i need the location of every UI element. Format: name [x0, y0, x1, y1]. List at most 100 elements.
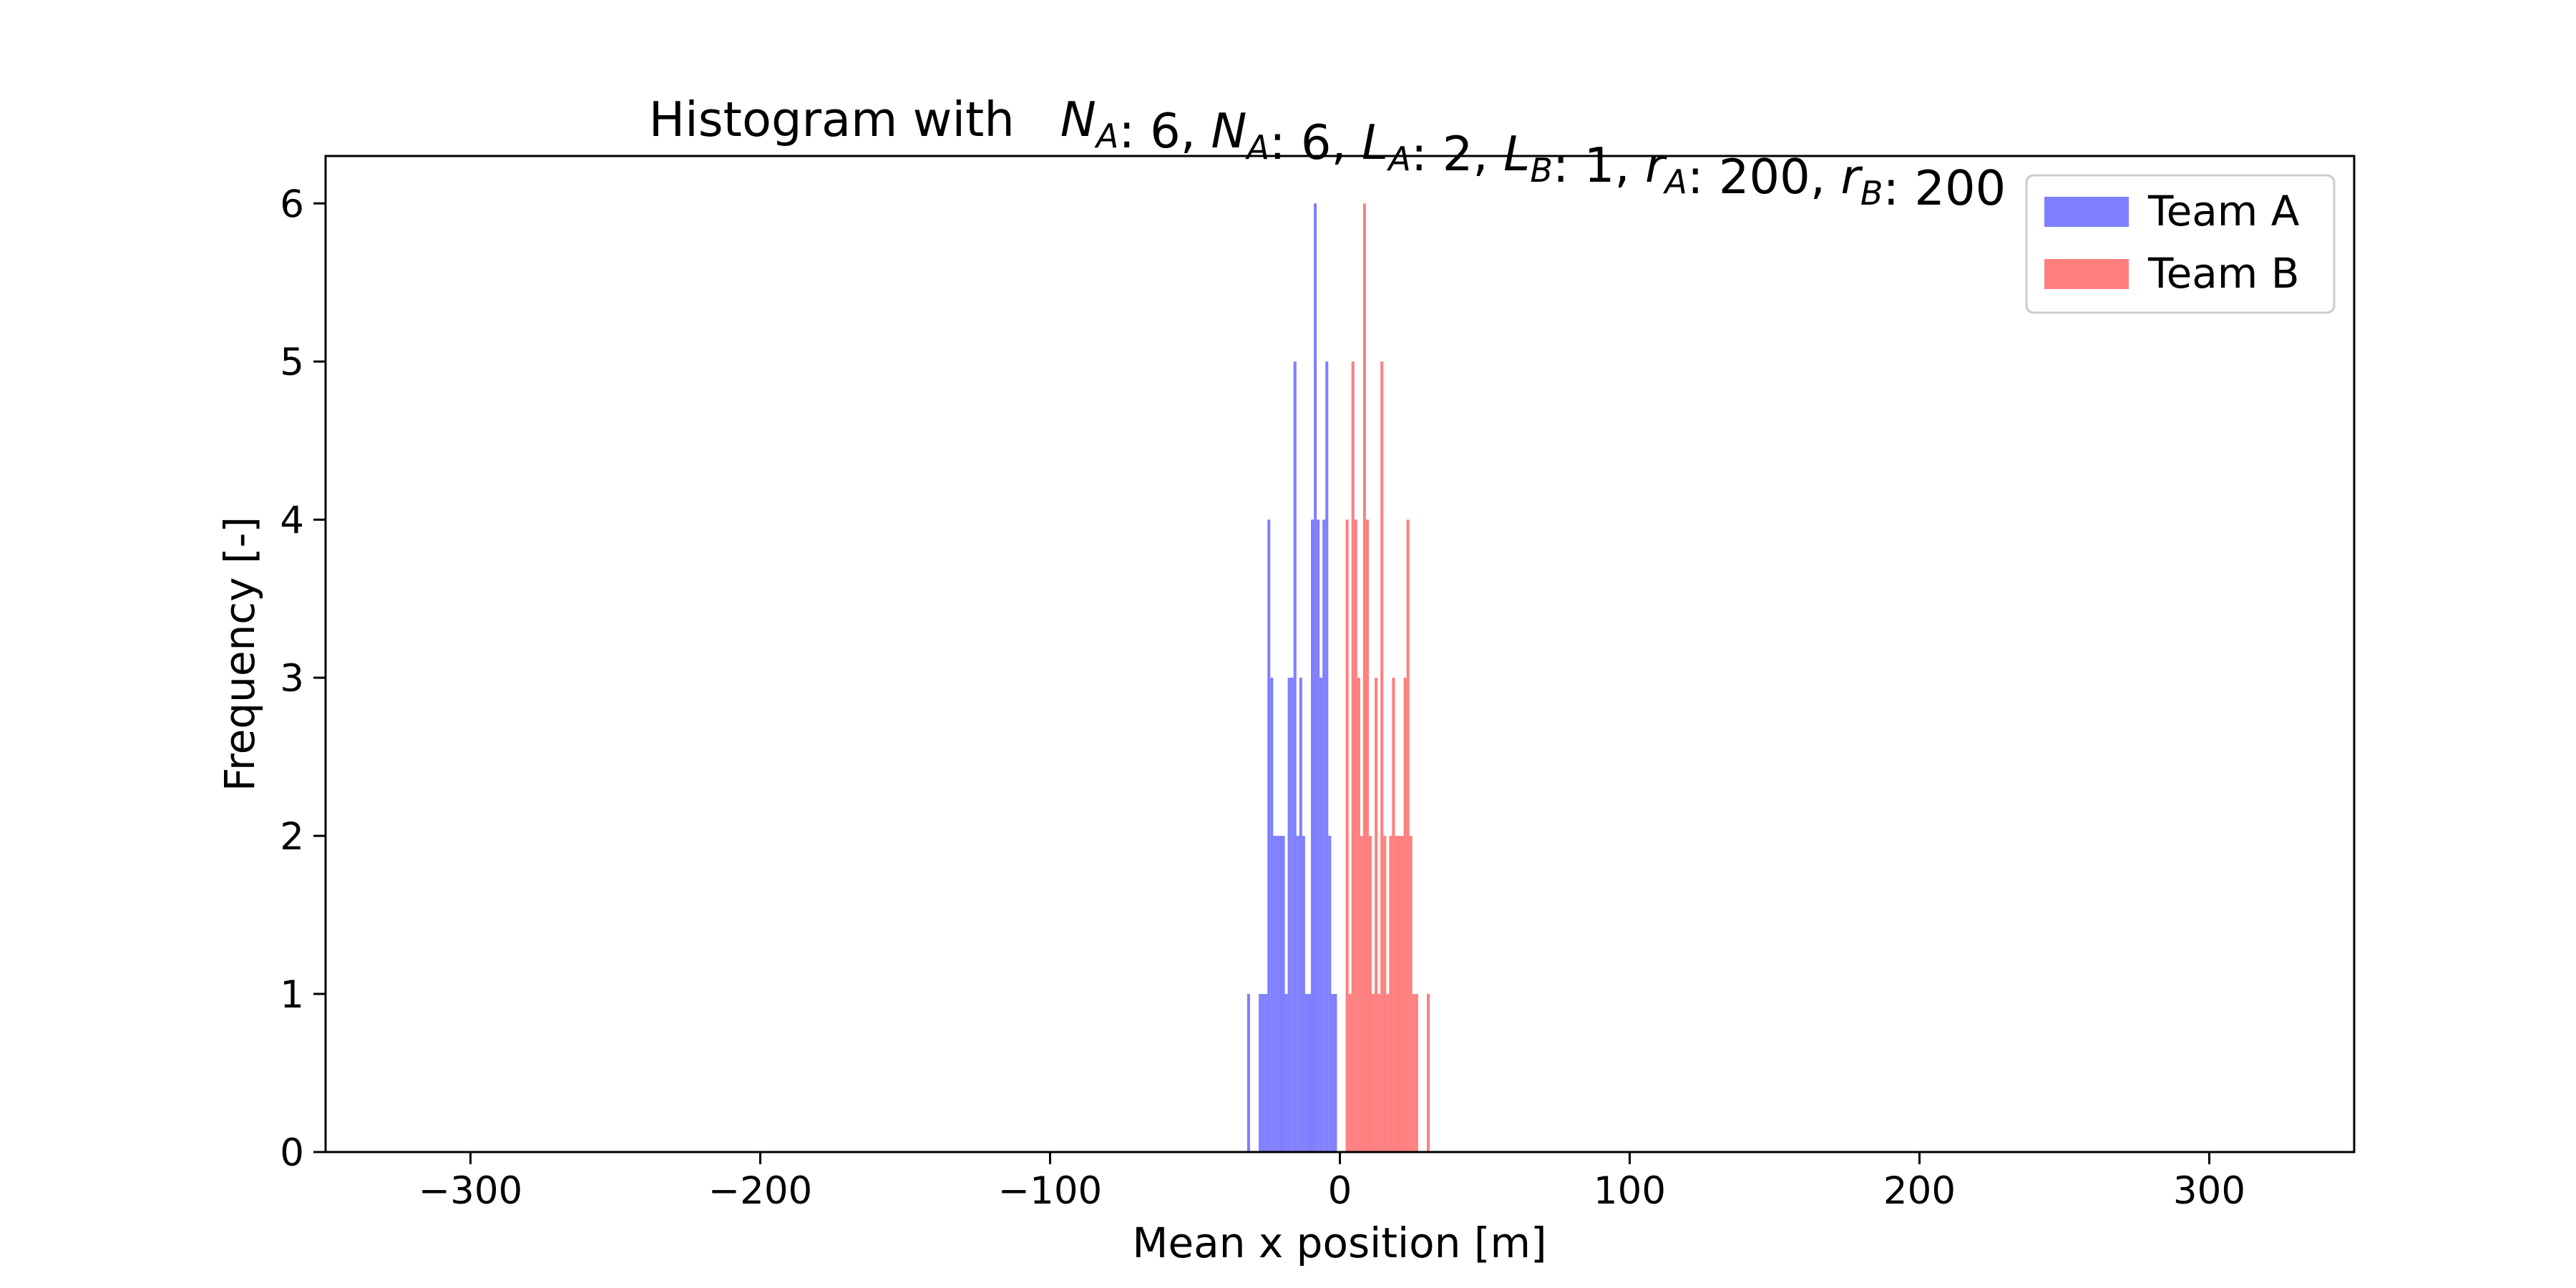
histogram-bar — [1325, 361, 1329, 1152]
x-tick-label: 200 — [1883, 1169, 1956, 1213]
histogram-bar — [1372, 994, 1375, 1152]
y-tick-label: 1 — [280, 973, 304, 1017]
legend: Team A Team B — [2025, 174, 2336, 314]
histogram-bar — [1403, 678, 1407, 1152]
histogram-bar — [1319, 678, 1323, 1152]
legend-swatch-team-b — [2044, 259, 2129, 289]
histogram-bar — [1392, 678, 1395, 1152]
histogram-bar — [1317, 519, 1320, 1152]
chart-title-formula-part: r — [1645, 137, 1668, 193]
histogram-bar — [1267, 519, 1271, 1152]
y-tick-label: 0 — [280, 1131, 304, 1175]
chart-title-spacer — [1030, 92, 1060, 147]
histogram-bar — [1365, 519, 1369, 1152]
histogram-bar — [1397, 836, 1401, 1152]
chart-title-prefix: Histogram with — [649, 92, 1015, 147]
histogram-bar — [1270, 678, 1274, 1152]
histogram-bar — [1284, 994, 1288, 1152]
histogram-bar — [1302, 836, 1305, 1152]
histogram-bar — [1348, 994, 1352, 1152]
y-axis-label: Frequency [-] — [215, 517, 264, 791]
histogram-bar — [1362, 203, 1366, 1152]
histogram-bar — [1357, 678, 1360, 1152]
chart-title-formula-part: A — [1386, 140, 1410, 178]
chart-title: Histogram with NA: 6, NA: 6, LA: 2, LB: … — [649, 92, 2006, 216]
x-tick-label: 300 — [2173, 1169, 2245, 1213]
histogram-bar — [1415, 994, 1418, 1152]
histogram-bar — [1331, 994, 1335, 1152]
histogram-bar — [1296, 836, 1299, 1152]
x-tick-label: −300 — [419, 1169, 523, 1213]
histogram-bar — [1375, 678, 1378, 1152]
chart-title-formula-part: B — [1860, 174, 1883, 213]
histogram-bar — [1351, 361, 1355, 1152]
histogram-bar — [1290, 678, 1294, 1152]
histogram-bar — [1279, 836, 1282, 1152]
histogram-bar — [1304, 994, 1308, 1152]
histogram-bar — [1400, 836, 1404, 1152]
chart-title-formula-part: B — [1530, 151, 1553, 190]
histogram-bar — [1282, 836, 1285, 1152]
histogram-bar — [1395, 836, 1398, 1152]
legend-label-team-b: Team B — [2147, 249, 2300, 298]
histogram-bar — [1386, 994, 1390, 1152]
histogram-bar — [1369, 836, 1372, 1152]
series-team-b — [1345, 203, 1430, 1152]
chart-title-formula-part: N — [1211, 103, 1246, 159]
histogram-bar — [1383, 836, 1387, 1152]
histogram-bars — [1246, 203, 1430, 1152]
chart-title-formula-part: A — [1663, 162, 1687, 201]
histogram-bar — [1427, 994, 1430, 1152]
y-tick-label: 4 — [280, 499, 304, 542]
histogram-bar — [1299, 678, 1302, 1152]
chart-title-formula-part: : 6, — [1118, 103, 1211, 159]
legend-swatch-team-a — [2044, 197, 2129, 227]
y-axis: 0 1 2 3 4 5 6 — [280, 182, 326, 1175]
histogram-bar — [1409, 836, 1413, 1152]
chart-title-formula-part: r — [1840, 149, 1863, 205]
histogram-bar — [1276, 836, 1279, 1152]
x-tick-label: −100 — [998, 1169, 1103, 1213]
chart-title-formula-part: : 1, — [1553, 137, 1645, 193]
histogram-bar — [1314, 203, 1317, 1152]
histogram-bar — [1406, 519, 1410, 1152]
histogram-bar — [1311, 519, 1314, 1152]
histogram-bar — [1246, 994, 1250, 1152]
histogram-bar — [1273, 836, 1277, 1152]
chart-title-formula-part: : 200 — [1883, 160, 2006, 216]
histogram-bar — [1328, 836, 1332, 1152]
chart-title-formula-part: : 2, — [1411, 126, 1503, 182]
legend-label-team-a: Team A — [2147, 187, 2300, 235]
chart-title-formula-part: L — [1503, 126, 1530, 182]
histogram-bar — [1345, 519, 1349, 1152]
x-tick-label: −200 — [708, 1169, 813, 1213]
chart-title-formula-part: A — [1245, 128, 1269, 167]
y-tick-label: 6 — [280, 182, 304, 226]
histogram-bar — [1380, 361, 1384, 1152]
x-tick-label: 0 — [1328, 1169, 1352, 1213]
histogram-bar — [1259, 994, 1262, 1152]
chart-title-formula-part: : 6, — [1269, 114, 1362, 170]
series-team-a — [1246, 203, 1337, 1152]
chart-title-formula-part: N — [1060, 92, 1096, 147]
x-tick-label: 100 — [1594, 1169, 1666, 1213]
histogram-bar — [1322, 519, 1326, 1152]
histogram-bar — [1287, 678, 1291, 1152]
chart-title-formula-part: L — [1362, 114, 1388, 170]
histogram-bar — [1389, 836, 1392, 1152]
histogram-bar — [1412, 994, 1415, 1152]
histogram-bar — [1293, 361, 1297, 1152]
y-tick-label: 2 — [280, 815, 304, 859]
chart-title-formula-part: A — [1094, 117, 1118, 155]
x-axis-label: Mean x position [m] — [1132, 1219, 1546, 1267]
histogram-bar — [1377, 994, 1381, 1152]
histogram-bar — [1360, 836, 1363, 1152]
histogram-bar — [1264, 994, 1268, 1152]
histogram-bar — [1334, 994, 1337, 1152]
x-axis: −300 −200 −100 0 100 200 300 — [419, 1152, 2245, 1213]
histogram-bar — [1262, 994, 1265, 1152]
y-tick-label: 3 — [280, 657, 304, 701]
histogram-bar — [1307, 994, 1311, 1152]
y-tick-label: 5 — [280, 341, 304, 384]
